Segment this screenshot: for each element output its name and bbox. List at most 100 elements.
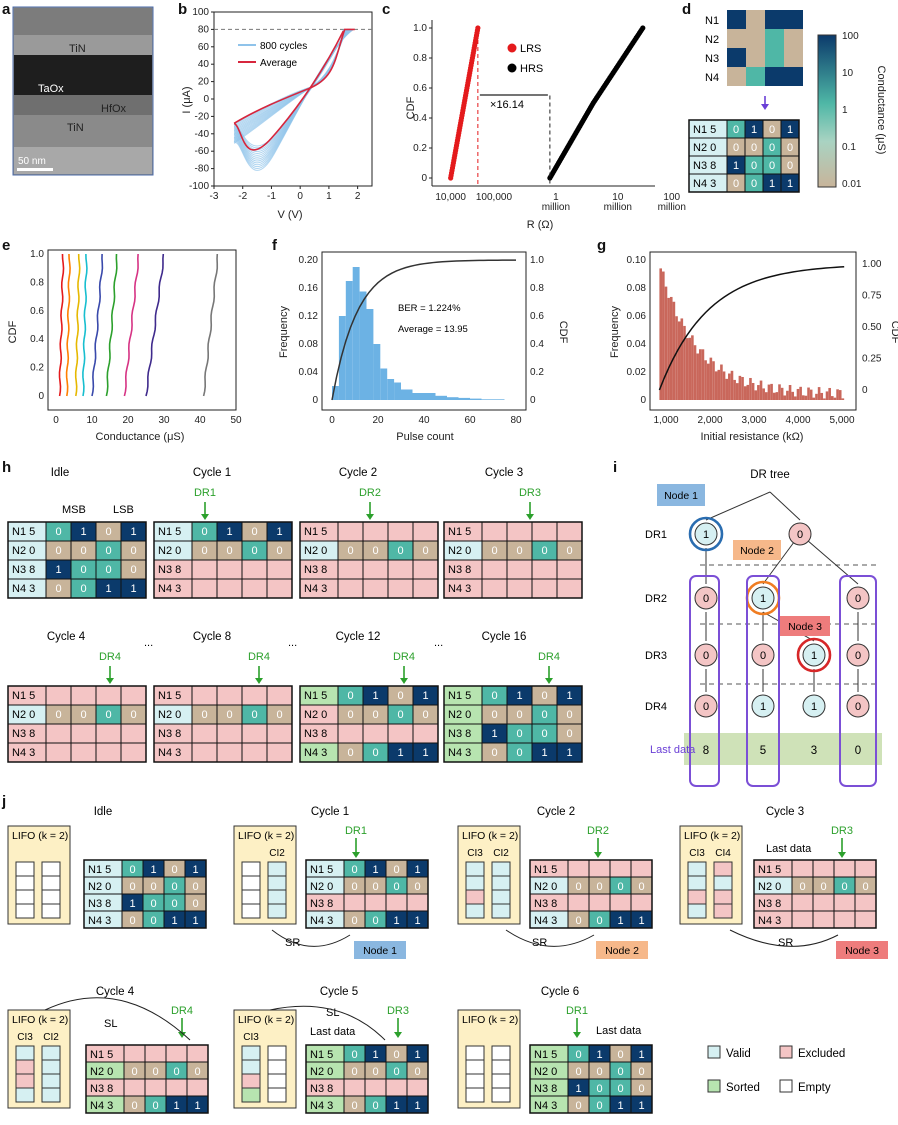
table-cell-bit-value: 0: [150, 881, 156, 893]
lifo-slot: [465, 903, 485, 919]
table-cell-excluded: [481, 578, 508, 599]
histogram-bar: [825, 391, 829, 400]
panel-e-xtick-label: 50: [230, 415, 242, 426]
table-cell-bit-value: 0: [799, 881, 805, 893]
histogram-bar: [780, 387, 784, 400]
legend-lrs: LRS: [520, 43, 541, 55]
table-cell-bit-value: 1: [372, 690, 378, 702]
panel-j-dr-arrow-head: [394, 1032, 402, 1038]
table-frame: [299, 521, 439, 599]
panel-h-dr-arrow-head: [526, 514, 534, 520]
panel-b-xlabel: V (V): [277, 209, 302, 221]
table-row-label: N2 0: [310, 1066, 333, 1078]
histogram-bar: [728, 373, 731, 400]
histogram-bar: [812, 397, 816, 400]
table-cell-bit-value: 0: [638, 1083, 644, 1095]
sl-arrow-1: [44, 997, 191, 1041]
histogram-bar: [669, 296, 673, 400]
table-cell-bit-value: 0: [596, 1083, 602, 1095]
heatmap-cell: [746, 48, 765, 67]
histogram-bar: [823, 398, 826, 400]
table-cell-excluded: [833, 859, 856, 878]
table-cell-excluded: [609, 859, 632, 878]
iv-average-set: [233, 28, 355, 125]
table-cell-excluded: [362, 521, 389, 542]
table-cell-excluded: [186, 1044, 209, 1063]
table-cell-bit-value: 0: [638, 881, 644, 893]
table-frame: [153, 521, 293, 599]
table-cell-bit-value: 1: [414, 1100, 420, 1112]
table-row-label: N2 0: [534, 881, 557, 893]
histogram-bar: [833, 397, 837, 400]
histogram-bar: [754, 390, 758, 400]
table-cell-bit-value: 0: [393, 881, 399, 893]
table-cell-bit-value: 1: [105, 583, 111, 595]
dr-tree-level-label: DR2: [645, 593, 667, 605]
table-row-label: N4 3: [304, 747, 327, 759]
lifo-slot: [465, 875, 485, 891]
histogram-bar: [672, 301, 676, 400]
panel-f-ylabel: Frequency: [278, 306, 290, 358]
table-row-label: N1 5: [448, 526, 471, 538]
table-cell-bit-value: 0: [516, 709, 522, 721]
table-row-label: N3 8: [310, 1083, 333, 1095]
table-cell-bit-value: 1: [150, 864, 156, 876]
table-cell-bit-value: 1: [393, 915, 399, 927]
table-row-label: N3 8: [534, 1083, 557, 1095]
lifo-slot: [687, 861, 707, 877]
table-cell-excluded: [241, 559, 268, 580]
histogram-bar: [762, 388, 765, 400]
legend-swatch: [779, 1079, 793, 1093]
panel-f-ytick-label: 0.16: [299, 283, 319, 294]
panel-j-dr-label: DR1: [566, 1005, 588, 1017]
table-cell-bit-value: 0: [575, 915, 581, 927]
table-cell-excluded: [412, 521, 439, 542]
panel-g-y2tick-label: 0.25: [862, 354, 882, 365]
table-cell-bit-value: 0: [129, 864, 135, 876]
panel-d-arrow-head: [761, 104, 769, 110]
lifo-slot: [41, 903, 61, 919]
dr-tree-node: [694, 586, 718, 610]
heatmap-row-label: N1: [705, 15, 719, 27]
histogram-bar: [493, 399, 505, 400]
table-cell-bit-value: 0: [541, 709, 547, 721]
table-cell-bit-value: 1: [192, 864, 198, 876]
panel-e-xtick-label: 10: [86, 415, 98, 426]
panel-j-last-data: Last data: [310, 1026, 356, 1038]
table-cell-excluded: [506, 521, 533, 542]
tem-label-tin-bottom: TiN: [67, 122, 84, 134]
j-node3-tag: [836, 941, 888, 959]
table-cell-excluded: [120, 742, 147, 763]
table-cell-excluded: [406, 893, 429, 912]
table-row-label: N2 0: [448, 545, 471, 557]
panel-g-label: g: [597, 237, 606, 254]
j-node1-tag-label: Node 1: [363, 945, 397, 957]
panel-e-ytick-label: 0.8: [30, 277, 44, 288]
panel-g-ytick-label: 0.06: [627, 311, 647, 322]
table-cell-excluded: [791, 910, 814, 929]
panel-a-label: a: [2, 1, 11, 18]
panel-g-ytick-label: 0.02: [627, 367, 647, 378]
table-cell-bit-value: 0: [541, 545, 547, 557]
heatmap-cell: [765, 10, 784, 29]
panel-b-ytick-label: 60: [198, 42, 210, 53]
lifo-slot: [241, 875, 261, 891]
histogram-bar: [759, 380, 763, 400]
table-cell-bit-value: 0: [171, 864, 177, 876]
histogram-bar: [786, 390, 789, 400]
table-cell-bit-value: 0: [351, 864, 357, 876]
panel-b-xtick-label: 2: [355, 191, 361, 202]
colorbar-tick-label: 10: [842, 68, 854, 79]
table-cell-excluded: [362, 723, 389, 744]
table-cell-bit-value: 0: [516, 545, 522, 557]
table-frame: [7, 685, 147, 763]
legend-swatch: [707, 1045, 721, 1059]
panel-c-xtick-label: 100,000: [476, 192, 513, 203]
panel-f-xtick-label: 40: [418, 415, 430, 426]
histogram-bar: [735, 383, 739, 400]
table-row-label: N3 8: [758, 898, 781, 910]
cdf-level-curve: [74, 253, 81, 397]
panel-h-title: Cycle 4: [47, 631, 86, 643]
table-cell-excluded: [337, 723, 364, 744]
table-row-label: N4 3: [158, 747, 181, 759]
